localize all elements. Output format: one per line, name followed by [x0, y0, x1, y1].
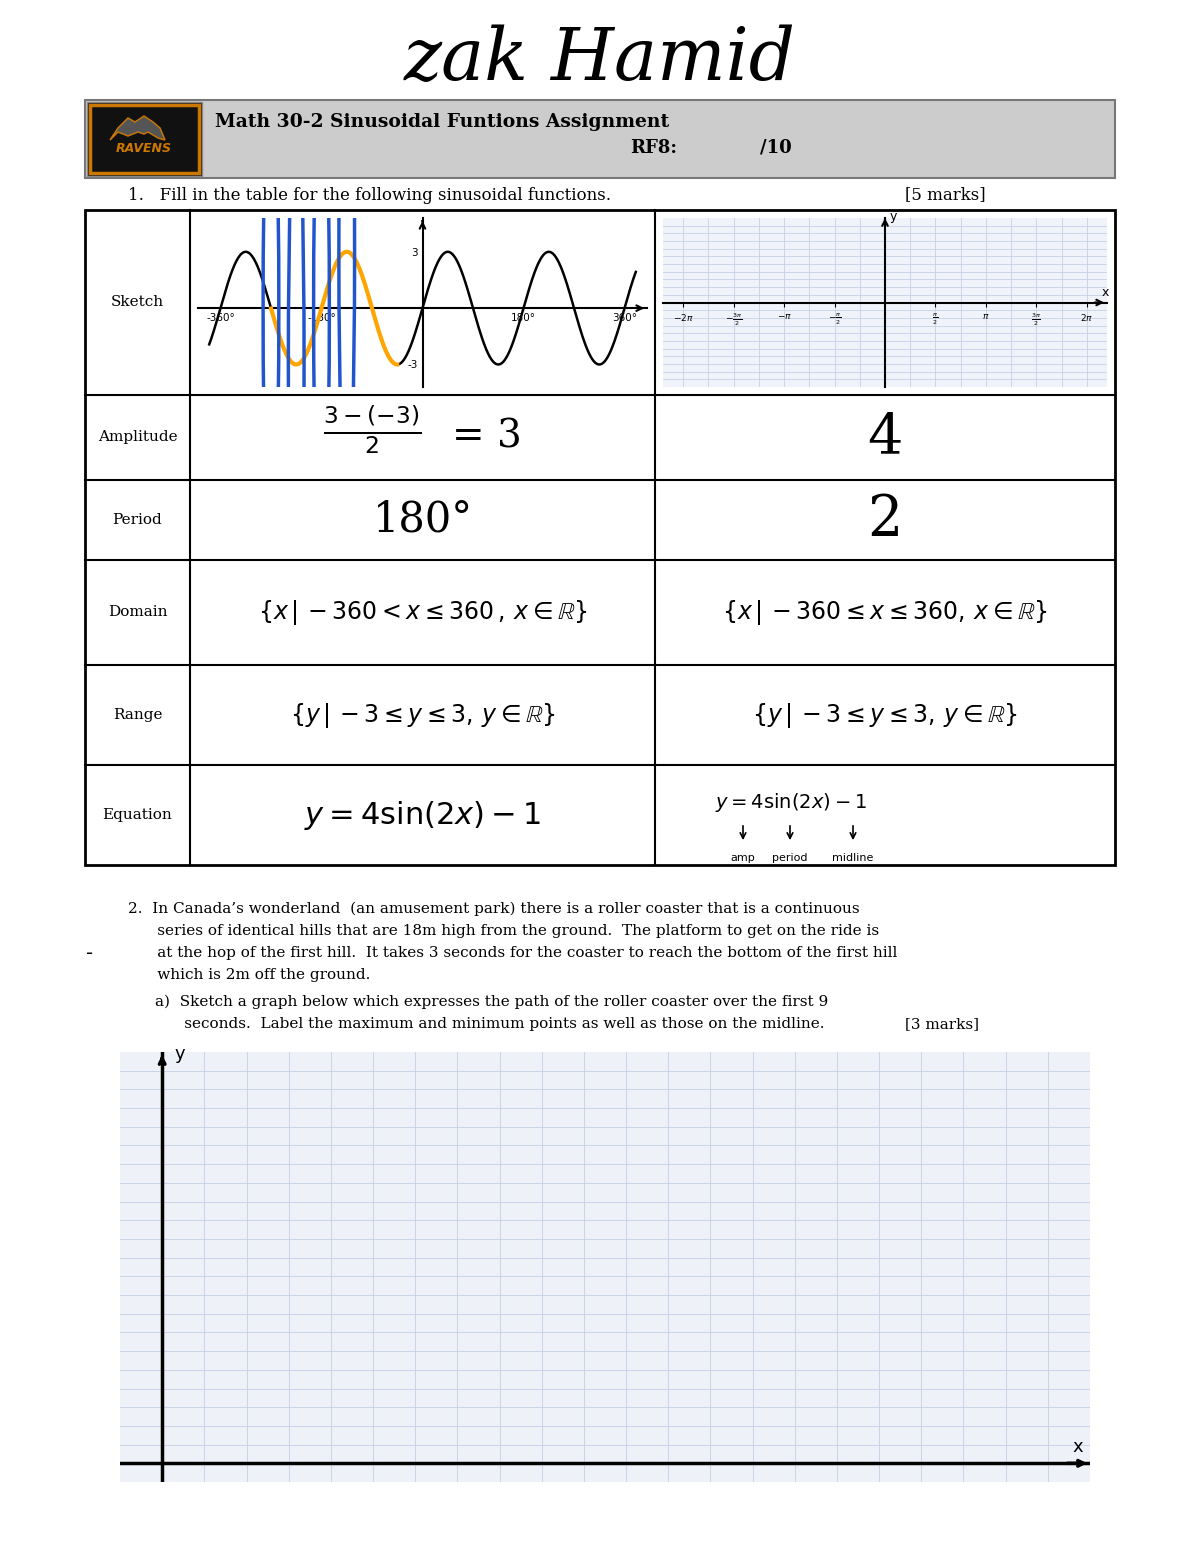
Text: 2.  In Canada’s wonderland  (an amusement park) there is a roller coaster that i: 2. In Canada’s wonderland (an amusement …: [128, 902, 859, 916]
Text: 4: 4: [868, 410, 902, 464]
Bar: [90, 106, 199, 172]
Text: Sketch: Sketch: [110, 295, 164, 309]
Text: which is 2m off the ground.: which is 2m off the ground.: [128, 968, 371, 981]
Text: 180°: 180°: [372, 499, 473, 540]
Text: /10: /10: [760, 140, 792, 157]
Text: 1.   Fill in the table for the following sinusoidal functions.: 1. Fill in the table for the following s…: [128, 186, 611, 203]
Text: $\frac{3-(-3)}{2}$: $\frac{3-(-3)}{2}$: [323, 404, 421, 457]
Text: y: y: [175, 1045, 186, 1064]
Text: zak Hamid: zak Hamid: [404, 25, 796, 95]
Polygon shape: [110, 116, 166, 140]
Text: -: -: [86, 944, 94, 963]
Text: = 3: = 3: [452, 419, 522, 457]
Text: Period: Period: [113, 512, 162, 526]
Text: period: period: [773, 853, 808, 863]
Text: y: y: [890, 210, 898, 222]
Text: amp: amp: [731, 853, 755, 863]
Text: Math 30-2 Sinusoidal Funtions Assignment: Math 30-2 Sinusoidal Funtions Assignment: [215, 113, 670, 130]
Text: x: x: [1072, 1438, 1082, 1457]
Text: $\{x\,|\,-360 < x \leq 360\,,\, x \in \mathbb{R}\}$: $\{x\,|\,-360 < x \leq 360\,,\, x \in \m…: [258, 598, 587, 627]
Text: a)  Sketch a graph below which expresses the path of the roller coaster over the: a) Sketch a graph below which expresses …: [155, 995, 828, 1009]
Text: Amplitude: Amplitude: [97, 430, 178, 444]
Text: RF8:: RF8:: [630, 140, 677, 157]
Text: $\{y\,|\,-3 \leq y \leq 3,\, y \in \mathbb{R}\}$: $\{y\,|\,-3 \leq y \leq 3,\, y \in \math…: [289, 700, 556, 730]
Text: RAVENS: RAVENS: [116, 141, 172, 155]
Text: midline: midline: [833, 853, 874, 863]
Text: at the hop of the first hill.  It takes 3 seconds for the coaster to reach the b: at the hop of the first hill. It takes 3…: [128, 946, 898, 960]
Text: x: x: [1102, 286, 1109, 300]
Text: 2: 2: [868, 492, 902, 547]
Text: Domain: Domain: [108, 606, 167, 620]
Text: [3 marks]: [3 marks]: [905, 1017, 979, 1031]
Bar: [85, 210, 1115, 865]
Text: $y = 4\sin(2x) - 1$: $y = 4\sin(2x) - 1$: [305, 798, 541, 831]
Text: $\{y\,|\,-3 \leq y \leq 3,\, y \in \mathbb{R}\}$: $\{y\,|\,-3 \leq y \leq 3,\, y \in \math…: [752, 700, 1018, 730]
Text: seconds.  Label the maximum and minimum points as well as those on the midline.: seconds. Label the maximum and minimum p…: [155, 1017, 824, 1031]
Bar: [85, 99, 1115, 179]
Text: $y = 4\sin(2x) - 1$: $y = 4\sin(2x) - 1$: [715, 792, 868, 814]
Polygon shape: [110, 116, 166, 140]
Text: Equation: Equation: [103, 808, 173, 822]
Bar: [88, 102, 202, 175]
Text: [5 marks]: [5 marks]: [905, 186, 985, 203]
Text: Range: Range: [113, 708, 162, 722]
Text: series of identical hills that are 18m high from the ground.  The platform to ge: series of identical hills that are 18m h…: [128, 924, 880, 938]
Text: $\{x\,|\,-360 \leq x \leq 360,\, x \in \mathbb{R}\}$: $\{x\,|\,-360 \leq x \leq 360,\, x \in \…: [722, 598, 1048, 627]
